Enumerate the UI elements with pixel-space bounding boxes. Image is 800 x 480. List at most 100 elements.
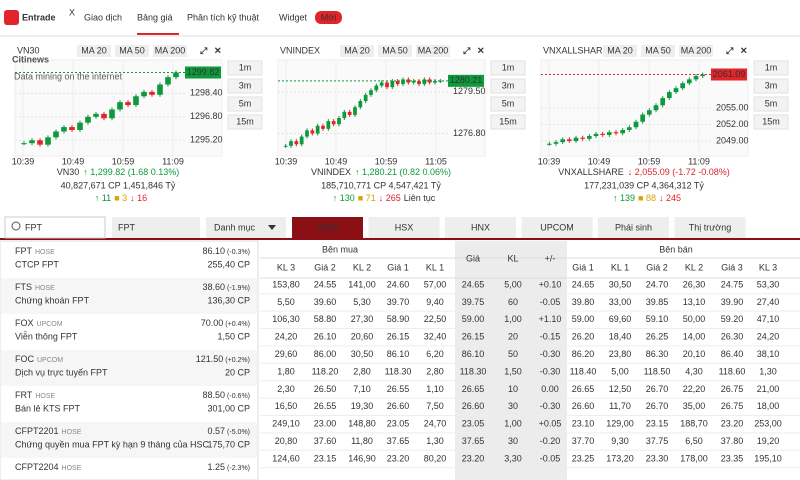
suggestion-volume: 255,40 CP <box>207 259 250 269</box>
time-button[interactable]: 5m <box>502 98 515 108</box>
suggestion-bg[interactable] <box>1 350 257 386</box>
tab-bg[interactable] <box>292 217 363 238</box>
cell: 86.10 <box>387 349 410 359</box>
cell: -0.30 <box>540 366 561 376</box>
suggestion-symbol[interactable]: FPT HOSE <box>15 246 55 256</box>
time-button-bg <box>753 60 789 76</box>
symbol: FTS <box>15 282 32 292</box>
candle <box>547 143 552 145</box>
time-button[interactable]: 1m <box>239 62 252 72</box>
select-bg[interactable] <box>112 217 200 238</box>
time-button[interactable]: 3m <box>502 80 515 90</box>
time-button[interactable]: 1m <box>502 62 515 72</box>
suggestion-name: CTCP FPT <box>15 259 59 269</box>
nav-item[interactable]: Widget <box>279 12 308 22</box>
time-button[interactable]: 5m <box>239 98 252 108</box>
tab-bg[interactable] <box>598 217 669 238</box>
column-header: KL 2 <box>353 262 371 272</box>
suggestion-symbol[interactable]: FOC UPCOM <box>15 354 63 364</box>
ma-button[interactable]: MA 20 <box>344 45 370 55</box>
tab[interactable]: HSX <box>395 222 414 232</box>
candle <box>640 114 645 122</box>
y-tick-label: 1295.20 <box>190 135 223 145</box>
suggestion-symbol[interactable]: FTS HOSE <box>15 282 55 292</box>
cell: 24.60 <box>387 279 410 289</box>
cell: 7,10 <box>353 384 371 394</box>
exchange: UPCOM <box>37 321 63 328</box>
candle <box>342 111 347 119</box>
suggestion-symbol[interactable]: FOX UPCOM <box>15 318 63 328</box>
chart-title: VN30 <box>17 45 40 55</box>
suggestion-bg[interactable] <box>1 278 257 314</box>
ma-button[interactable]: MA 50 <box>382 45 408 55</box>
cell: 118.20 <box>312 366 339 376</box>
cell: 39.85 <box>646 297 669 307</box>
tab[interactable]: Phái sinh <box>615 222 652 232</box>
tab-bg[interactable] <box>674 217 746 238</box>
tab-bg[interactable] <box>368 217 440 238</box>
ma-button[interactable]: MA 20 <box>607 45 633 55</box>
ma-button[interactable]: MA 50 <box>119 45 145 55</box>
nav-item[interactable]: Giao dịch <box>84 12 122 22</box>
index-change: ↓ 2,055.09 (-1.72 -0.08%) <box>628 167 730 177</box>
candle <box>667 92 672 99</box>
search-icon <box>11 221 21 231</box>
tab[interactable]: VN30 <box>316 222 339 232</box>
cell: 20,80 <box>275 436 298 446</box>
tab-bg[interactable] <box>521 217 593 238</box>
cell: 5,00 <box>611 366 629 376</box>
cell: 26.25 <box>646 332 669 342</box>
nav-item[interactable]: Bảng giá <box>137 12 173 22</box>
suggestion-name: Dịch vụ trực tuyến FPT <box>15 367 108 377</box>
candle <box>553 142 559 144</box>
cell: 22,20 <box>683 384 706 394</box>
ma-button[interactable]: MA 20 <box>81 45 107 55</box>
cell: 23.00 <box>314 419 337 429</box>
nav-item[interactable]: Phân tích kỹ thuật <box>187 12 260 22</box>
candle <box>358 101 363 108</box>
index-line: VNINDEX ↑ 1,280.21 (0.82 0.06%) <box>311 167 451 177</box>
tab[interactable]: Thị trường <box>689 222 731 232</box>
time-button[interactable]: 5m <box>765 98 778 108</box>
time-button[interactable]: 3m <box>765 80 778 90</box>
index-volume: 185,710,771 CP 4,547,421 Tỷ <box>321 180 441 190</box>
ma-button[interactable]: MA 50 <box>645 45 671 55</box>
suggestion-bg[interactable] <box>1 422 257 458</box>
suggestion-symbol[interactable]: FRT HOSE <box>15 390 56 400</box>
time-button[interactable]: 1m <box>765 62 778 72</box>
tab-bg[interactable] <box>445 217 516 238</box>
suggestion-symbol[interactable]: CFPT2201 HOSE <box>15 426 82 436</box>
time-button[interactable]: 15m <box>236 116 254 126</box>
suggestion-price: 38.60 (-1.9%) <box>203 282 250 292</box>
candle <box>61 127 67 132</box>
tab[interactable]: UPCOM <box>540 222 574 232</box>
buy-group: Bên mua <box>322 244 358 254</box>
ma-button[interactable]: MA 200 <box>681 45 712 55</box>
cell: 129,00 <box>606 419 634 429</box>
expand-icon: ⤢ <box>725 45 733 55</box>
ma-button-bg <box>603 45 637 57</box>
candle <box>310 130 315 134</box>
logo: Entrade <box>22 12 56 22</box>
watchlist-bg[interactable] <box>206 217 286 238</box>
cell: 1,10 <box>426 384 444 394</box>
cell: 118.30 <box>460 366 487 376</box>
candle <box>422 79 427 85</box>
candle <box>53 131 59 138</box>
cell: +0.10 <box>539 279 562 289</box>
time-button[interactable]: 3m <box>239 80 252 90</box>
ma-button-bg <box>641 45 675 57</box>
change: (-2.3%) <box>227 465 250 472</box>
suggestion-symbol[interactable]: CFPT2204 HOSE <box>15 462 82 472</box>
ma-button[interactable]: MA 200 <box>155 45 186 55</box>
cell: 16,50 <box>275 401 298 411</box>
candle <box>353 107 357 115</box>
time-button[interactable]: 15m <box>762 116 780 126</box>
tab[interactable]: HNX <box>471 222 490 232</box>
suggestion-price: 86.10 (-0.3%) <box>203 246 250 256</box>
cell: 178,00 <box>680 453 708 463</box>
time-button[interactable]: 15m <box>499 116 517 126</box>
cell: 30,50 <box>351 349 374 359</box>
ma-button[interactable]: MA 200 <box>418 45 449 55</box>
search-box[interactable] <box>4 216 106 239</box>
